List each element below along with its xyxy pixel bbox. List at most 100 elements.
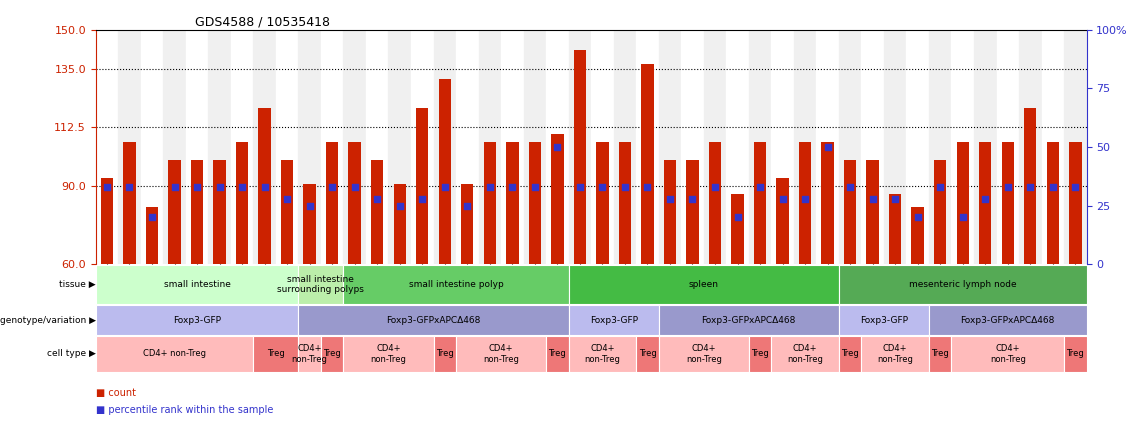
Bar (642, 63, 653, 264)
Bar (659, 30, 681, 264)
Bar (636, 30, 659, 264)
Bar (529, 142, 542, 264)
Text: Foxp3-GFPxAPCΔ468: Foxp3-GFPxAPCΔ468 (386, 316, 481, 324)
Bar (304, 184, 315, 264)
Bar (298, 305, 569, 335)
Bar (574, 50, 586, 264)
Point (819, 144, 837, 151)
Text: spleen: spleen (689, 280, 718, 289)
Bar (191, 160, 204, 264)
Bar (980, 142, 992, 264)
Bar (484, 142, 497, 264)
Bar (118, 30, 141, 264)
Text: CD4+
non-Treg: CD4+ non-Treg (990, 344, 1026, 364)
Bar (636, 336, 659, 371)
Text: Foxp3-GFPxAPCΔ468: Foxp3-GFPxAPCΔ468 (701, 316, 796, 324)
Bar (321, 30, 343, 264)
Bar (1047, 142, 1058, 264)
Point (256, 184, 274, 190)
Bar (236, 142, 248, 264)
Bar (1064, 30, 1087, 264)
Point (503, 184, 521, 190)
Point (458, 202, 476, 209)
Point (751, 184, 769, 190)
Bar (619, 142, 631, 264)
Bar (394, 184, 406, 264)
Bar (456, 336, 546, 371)
Text: Foxp3-GFP: Foxp3-GFP (590, 316, 637, 324)
Text: Treg: Treg (841, 349, 859, 358)
Point (413, 195, 431, 202)
Bar (884, 30, 906, 264)
Bar (1042, 30, 1064, 264)
Bar (298, 265, 343, 304)
Text: genotype/variation ▶: genotype/variation ▶ (0, 316, 96, 324)
Bar (1019, 30, 1042, 264)
Text: GDS4588 / 10535418: GDS4588 / 10535418 (195, 16, 330, 28)
Bar (1002, 142, 1013, 264)
Text: ■ count: ■ count (96, 387, 136, 398)
Bar (343, 336, 434, 371)
Text: Treg: Treg (548, 349, 566, 358)
Point (593, 184, 611, 190)
Text: small intestine: small intestine (163, 280, 231, 289)
Bar (569, 336, 636, 371)
Bar (1070, 142, 1081, 264)
Bar (349, 142, 361, 264)
Text: CD4+
non-Treg: CD4+ non-Treg (370, 344, 406, 364)
Point (1066, 184, 1084, 190)
Text: small intestine
surrounding polyps: small intestine surrounding polyps (277, 275, 365, 294)
Bar (479, 30, 501, 264)
Text: cell type ▶: cell type ▶ (47, 349, 96, 358)
Point (841, 184, 859, 190)
Bar (208, 30, 231, 264)
Bar (687, 160, 698, 264)
Bar (777, 179, 788, 264)
Bar (659, 305, 839, 335)
Point (661, 195, 679, 202)
Bar (839, 336, 861, 371)
Point (436, 184, 454, 190)
Bar (935, 160, 946, 264)
Point (1021, 184, 1039, 190)
Bar (146, 207, 158, 264)
Bar (861, 30, 884, 264)
Bar (906, 30, 929, 264)
Point (729, 214, 747, 221)
Bar (839, 265, 1087, 304)
Bar (754, 142, 767, 264)
Text: CD4+
non-Treg: CD4+ non-Treg (292, 344, 328, 364)
Text: Treg: Treg (638, 349, 656, 358)
Bar (96, 336, 253, 371)
Bar (951, 336, 1064, 371)
Point (346, 184, 364, 190)
Bar (659, 336, 749, 371)
Bar (96, 265, 298, 304)
Point (211, 184, 229, 190)
Bar (546, 336, 569, 371)
Bar (124, 142, 136, 264)
Bar (771, 30, 794, 264)
Bar (569, 265, 839, 304)
Point (98, 184, 116, 190)
Bar (214, 160, 225, 264)
Bar (524, 30, 546, 264)
Bar (749, 336, 771, 371)
Bar (253, 336, 298, 371)
Bar (957, 142, 968, 264)
Bar (298, 336, 321, 371)
Bar (388, 30, 411, 264)
Point (278, 195, 296, 202)
Bar (141, 30, 163, 264)
Bar (822, 142, 833, 264)
Bar (867, 160, 878, 264)
Point (999, 184, 1017, 190)
Bar (552, 134, 564, 264)
Bar (890, 194, 902, 264)
Bar (839, 305, 929, 335)
Point (481, 184, 499, 190)
Bar (186, 30, 208, 264)
Text: Treg: Treg (751, 349, 769, 358)
Point (774, 195, 792, 202)
Point (143, 214, 161, 221)
